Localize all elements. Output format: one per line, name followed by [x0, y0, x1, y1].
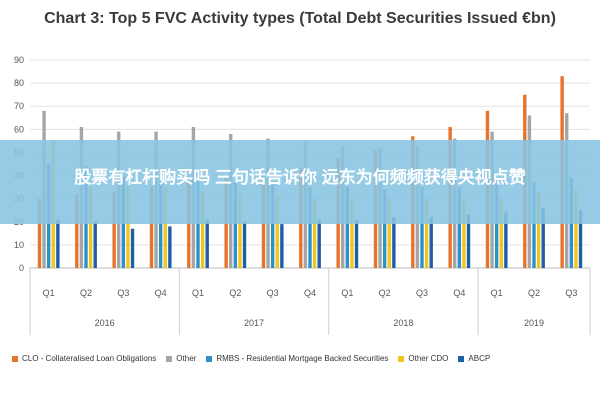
bar: [205, 219, 209, 268]
bar: [354, 219, 359, 268]
y-tick-label: 60: [14, 124, 24, 134]
bar: [350, 198, 354, 268]
x-tick-label: Q2: [379, 288, 391, 298]
bar: [163, 187, 167, 268]
bar: [242, 221, 247, 268]
bar: [158, 180, 163, 268]
bar: [88, 187, 93, 268]
x-tick-label: Q1: [491, 288, 503, 298]
bar: [312, 198, 317, 268]
bar: [387, 198, 391, 268]
legend-label: Other: [176, 354, 197, 363]
x-tick-label: Q1: [43, 288, 55, 298]
bar: [196, 180, 200, 268]
bar: [275, 196, 279, 268]
bar: [308, 187, 312, 268]
overlay-text: 股票有杠杆购买吗 三句话告诉你 远东为何频频获得央视点赞: [74, 168, 526, 187]
bar: [429, 217, 433, 268]
bar: [130, 228, 135, 268]
bar: [149, 187, 154, 268]
x-tick-label: Q3: [416, 288, 428, 298]
legend-item: CLO - Collateralised Loan Obligations: [12, 354, 156, 363]
legend-swatch: [12, 355, 18, 362]
bar: [420, 187, 424, 268]
bar: [56, 219, 60, 268]
y-tick-label: 70: [14, 101, 24, 111]
bar: [462, 198, 466, 268]
x-tick-label: Q3: [117, 288, 129, 298]
bar: [75, 194, 79, 268]
legend-label: CLO - Collateralised Loan Obligations: [22, 354, 157, 363]
x-tick-label: Q3: [267, 288, 279, 298]
bar: [578, 210, 583, 268]
bar: [536, 191, 541, 268]
bar: [200, 191, 205, 268]
bar: [392, 217, 396, 268]
bar: [504, 212, 508, 268]
x-tick-label: Q1: [341, 288, 353, 298]
bar: [280, 224, 284, 268]
bar: [574, 189, 578, 268]
legend-swatch: [166, 355, 173, 362]
y-tick-label: 10: [14, 240, 24, 250]
legend-item: ABCP: [458, 354, 490, 363]
legend-item: RMBS - Residential Mortgage Backed Secur…: [206, 354, 388, 363]
bar: [112, 191, 116, 268]
legend-item: Other CDO: [398, 354, 448, 363]
x-tick-label: Q2: [80, 288, 92, 298]
bar: [494, 184, 499, 268]
year-label: 2018: [393, 318, 413, 328]
x-tick-label: Q4: [453, 288, 465, 298]
legend-swatch: [398, 355, 405, 362]
bar: [238, 194, 242, 268]
bar: [345, 187, 350, 268]
y-tick-label: 0: [19, 263, 24, 273]
bar: [424, 198, 429, 268]
x-tick-label: Q2: [528, 288, 540, 298]
bar: [270, 184, 275, 268]
legend-swatch: [206, 355, 213, 362]
legend-label: ABCP: [468, 354, 491, 363]
bar: [126, 187, 130, 268]
bar: [382, 189, 387, 268]
bar: [187, 180, 191, 268]
year-label: 2019: [524, 318, 544, 328]
year-label: 2017: [244, 318, 264, 328]
legend-label: Other CDO: [408, 354, 449, 363]
y-tick-label: 90: [14, 55, 24, 65]
bar: [466, 214, 471, 268]
x-tick-label: Q4: [304, 288, 316, 298]
bar: [457, 187, 462, 268]
bar: [532, 182, 536, 268]
x-tick-label: Q1: [192, 288, 204, 298]
year-label: 2016: [95, 318, 115, 328]
overlay-banner: [0, 140, 600, 224]
legend-item: Other: [166, 354, 196, 363]
bar: [233, 182, 238, 268]
bar: [37, 198, 42, 268]
bar: [317, 219, 321, 268]
bar: [541, 207, 545, 268]
legend-label: RMBS - Residential Mortgage Backed Secur…: [216, 354, 389, 363]
y-tick-label: 80: [14, 78, 24, 88]
x-tick-label: Q2: [229, 288, 241, 298]
bar: [499, 198, 503, 268]
chart-title: Chart 3: Top 5 FVC Activity types (Total…: [44, 10, 556, 27]
x-tick-label: Q3: [565, 288, 577, 298]
bar: [93, 221, 97, 268]
x-tick-label: Q4: [155, 288, 167, 298]
legend-swatch: [458, 355, 465, 362]
legend: CLO - Collateralised Loan Obligations Oth…: [12, 354, 592, 363]
bar: [168, 226, 172, 268]
